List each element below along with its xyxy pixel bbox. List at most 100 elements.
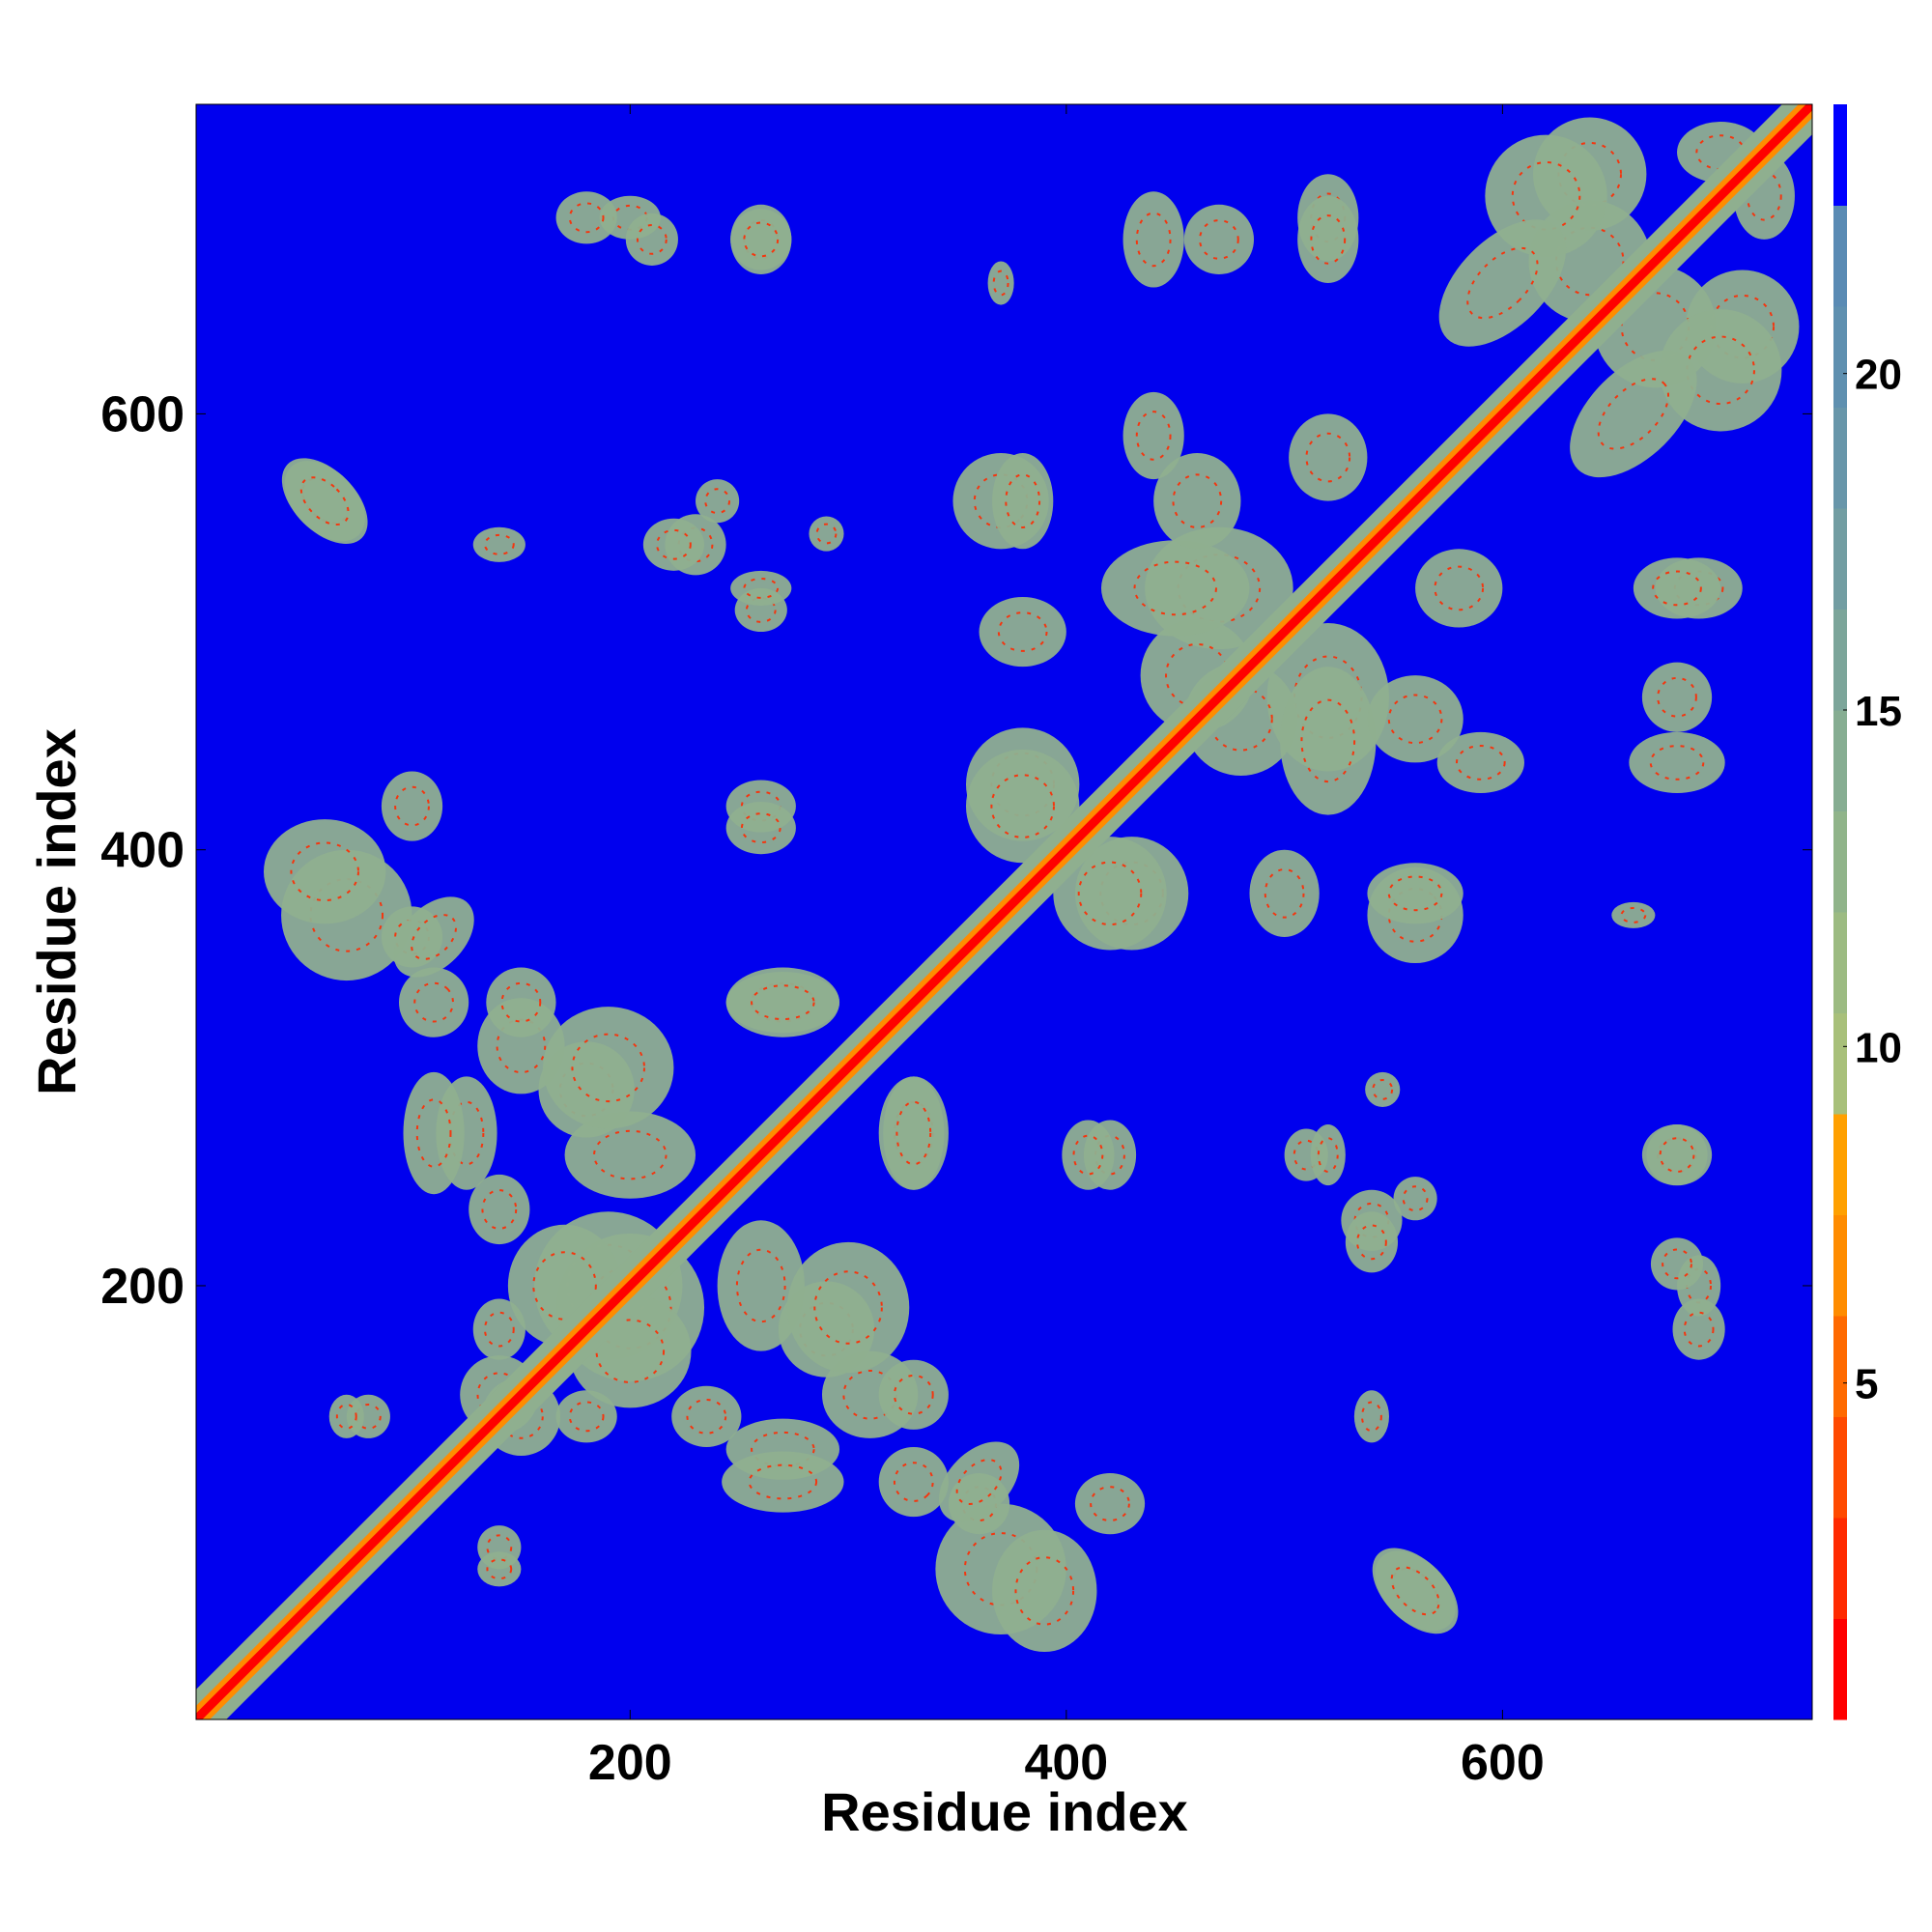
contact-core [815, 523, 838, 545]
contact-blob [1633, 557, 1721, 619]
contact-region [883, 1076, 945, 1190]
contact-blob [938, 1441, 1020, 1522]
contact-core [1652, 570, 1702, 607]
contact-blob [1053, 837, 1167, 951]
contact-blob [472, 1298, 526, 1360]
contact-core [990, 774, 1055, 838]
contact-core [1094, 1134, 1125, 1176]
contact-core [1657, 676, 1697, 718]
colorbar-band [1833, 1518, 1847, 1619]
contact-core [1511, 161, 1581, 231]
contact-core [751, 1431, 815, 1467]
contact-blob [1436, 731, 1524, 794]
colorbar-band [1833, 1618, 1847, 1720]
contact-region [398, 967, 469, 1037]
contact-blob [625, 213, 678, 266]
contact-region [878, 1446, 949, 1518]
contact-region [555, 191, 617, 244]
contact-blob [1289, 413, 1368, 501]
contact-core [335, 1403, 357, 1430]
contact-core [656, 528, 692, 560]
x-tick-label: 200 [588, 1735, 672, 1791]
contact-region [1367, 863, 1463, 924]
contact-core [1135, 411, 1172, 461]
contact-core [893, 1374, 934, 1415]
contact-blob [878, 1446, 949, 1518]
contact-core [1305, 432, 1351, 483]
contact-core [1659, 1137, 1695, 1173]
contact-blob [1280, 667, 1377, 815]
contact-blob [1629, 731, 1725, 794]
contact-core [290, 841, 359, 902]
contact-region [1372, 1548, 1459, 1634]
contact-blob [696, 479, 740, 524]
contact-region [381, 771, 443, 841]
contact-core [571, 1033, 645, 1103]
contact-blob [1672, 1298, 1725, 1360]
contact-core [593, 1129, 668, 1180]
contact-core [1135, 212, 1172, 268]
contact-blob [1074, 1473, 1146, 1535]
x-tick-label: 600 [1461, 1735, 1545, 1791]
contact-blob [469, 1174, 530, 1245]
contact-region [730, 209, 792, 270]
contact-core [1133, 560, 1217, 616]
contact-blob [786, 1241, 910, 1374]
contact-core [704, 488, 731, 515]
contact-region [486, 967, 556, 1037]
contact-blob [1646, 1124, 1708, 1186]
colorbar-tick-label: 5 [1855, 1361, 1878, 1408]
colorbar-band [1833, 1316, 1847, 1417]
contact-core [1402, 1185, 1429, 1212]
contact-blob [992, 1529, 1097, 1653]
contact-core [992, 270, 1009, 297]
contact-core [355, 1403, 382, 1430]
contact-blob [1122, 191, 1184, 288]
contact-core [1554, 226, 1625, 297]
contact-region [1345, 1211, 1399, 1273]
contact-blob [1183, 204, 1255, 274]
contact-region [1436, 731, 1524, 794]
contact-region [469, 1174, 530, 1245]
contact-blob [1611, 901, 1656, 928]
contact-core [636, 224, 668, 255]
contact-blob [1438, 219, 1567, 347]
contact-region [1249, 849, 1320, 937]
contact-core [1172, 473, 1223, 528]
contact-blob [671, 1385, 742, 1447]
plot-frame [195, 103, 1813, 1720]
y-axis-title: Residue index [26, 728, 87, 1095]
contact-blob [1570, 350, 1697, 478]
contact-region [328, 1394, 364, 1438]
contact-core [299, 476, 350, 526]
contact-blob [1153, 453, 1241, 550]
contact-region [1672, 1298, 1725, 1360]
colorbar-band [1833, 508, 1847, 610]
contact-region [263, 819, 386, 924]
contact-blob [722, 1451, 844, 1513]
contact-blob [878, 1359, 949, 1430]
contact-region [992, 1529, 1097, 1653]
colorbar-band [1833, 407, 1847, 509]
contact-blob [730, 570, 792, 606]
contact-blob [1297, 195, 1359, 284]
contact-region [1310, 1124, 1346, 1186]
contact-region [878, 1359, 949, 1430]
contact-core [1005, 473, 1041, 528]
contact-core [413, 981, 454, 1023]
contact-region [564, 1111, 696, 1199]
contact-blob [730, 209, 792, 270]
contact-blob [1650, 1237, 1704, 1291]
contact-core [740, 812, 781, 844]
contact-blob [1367, 675, 1463, 763]
colorbar-band [1833, 710, 1847, 811]
contact-core [1177, 554, 1262, 623]
contact-region [965, 749, 1080, 864]
x-tick-label: 400 [1024, 1735, 1108, 1791]
contact-region [671, 1385, 742, 1447]
contact-blob [1062, 1120, 1115, 1190]
contact-region [1570, 350, 1697, 478]
contact-core [481, 1189, 518, 1230]
contact-core [677, 526, 714, 563]
